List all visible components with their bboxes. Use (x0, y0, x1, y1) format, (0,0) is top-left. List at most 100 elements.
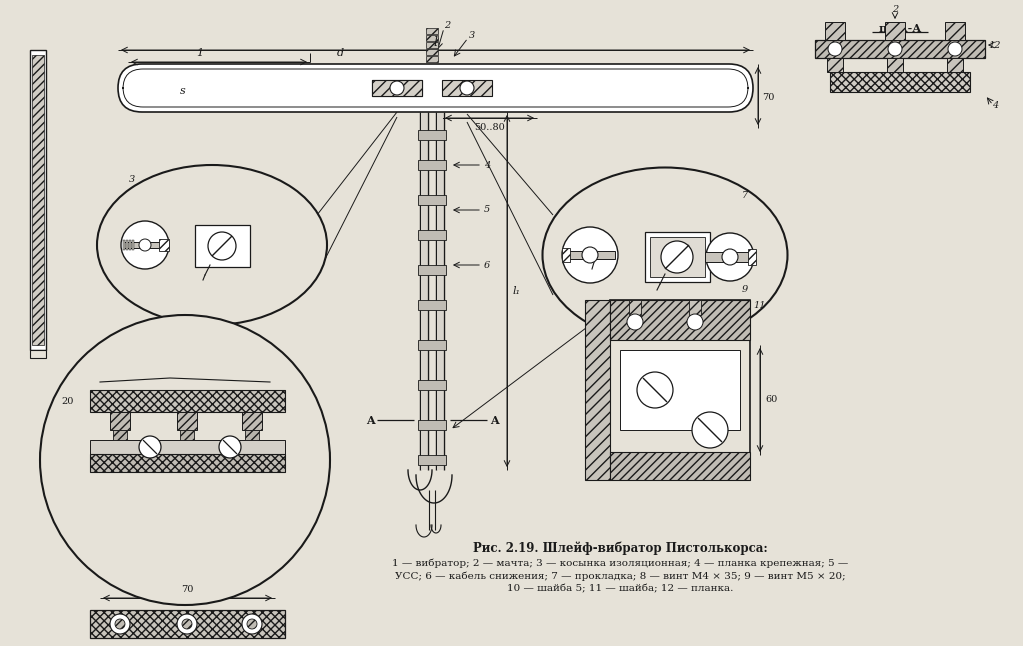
Text: 3: 3 (469, 32, 475, 41)
Bar (177, 412, 197, 430)
Bar (418, 265, 446, 275)
Bar (418, 160, 446, 170)
Bar (129, 240, 131, 250)
Text: по А-А: по А-А (879, 23, 921, 34)
Bar (30, 50, 46, 350)
Bar (90, 454, 285, 472)
Circle shape (208, 232, 236, 260)
Text: A: A (365, 415, 374, 426)
Bar (372, 80, 422, 96)
Bar (830, 72, 970, 92)
Circle shape (828, 42, 842, 56)
Circle shape (562, 227, 618, 283)
Bar (418, 380, 446, 390)
Bar (126, 240, 128, 250)
FancyBboxPatch shape (118, 64, 753, 112)
Circle shape (139, 239, 151, 251)
Text: 3: 3 (129, 176, 135, 185)
Circle shape (121, 221, 169, 269)
Bar (426, 28, 438, 34)
Text: 1: 1 (196, 48, 204, 58)
Bar (418, 340, 446, 350)
Text: 6: 6 (484, 260, 490, 269)
Bar (418, 130, 446, 140)
Text: 9: 9 (742, 286, 748, 295)
Text: 50..80: 50..80 (475, 123, 505, 132)
Text: 4: 4 (484, 160, 490, 169)
Text: 8: 8 (602, 311, 608, 320)
Circle shape (888, 42, 902, 56)
Bar (123, 242, 167, 248)
Text: 4: 4 (992, 101, 998, 110)
Text: s: s (180, 86, 186, 96)
Bar (610, 300, 750, 480)
Ellipse shape (542, 167, 788, 342)
Bar (30, 350, 46, 358)
Text: 60: 60 (766, 395, 779, 404)
Bar (610, 300, 750, 340)
Bar (562, 248, 570, 262)
Circle shape (40, 315, 330, 605)
Bar (426, 35, 438, 41)
Bar (437, 112, 443, 470)
Text: Рис. 2.19. Шлейф-вибратор Пистолькорса:: Рис. 2.19. Шлейф-вибратор Пистолькорса: (473, 541, 767, 555)
Circle shape (687, 314, 703, 330)
Bar (123, 240, 125, 250)
Text: 1 — вибратор; 2 — мачта; 3 — косынка изоляционная; 4 — планка крепежная; 5 —: 1 — вибратор; 2 — мачта; 3 — косынка изо… (392, 558, 848, 568)
Text: 20: 20 (61, 397, 75, 406)
Text: 2: 2 (892, 6, 898, 14)
Text: 12: 12 (989, 41, 1002, 50)
Bar (418, 420, 446, 430)
Bar (242, 412, 262, 430)
Text: УСС; 6 — кабель снижения; 7 — прокладка; 8 — винт М4 × 35; 9 — винт М5 × 20;: УСС; 6 — кабель снижения; 7 — прокладка;… (395, 571, 845, 581)
Text: l: l (434, 36, 438, 48)
Bar (180, 430, 194, 440)
Circle shape (182, 619, 192, 629)
Circle shape (627, 314, 643, 330)
Bar (132, 240, 134, 250)
Text: 70: 70 (762, 94, 774, 103)
Bar (159, 239, 169, 251)
Circle shape (460, 81, 474, 95)
Text: 5: 5 (484, 205, 490, 214)
Polygon shape (442, 80, 492, 96)
Polygon shape (372, 80, 422, 96)
Text: 10 — шайба 5; 11 — шайба; 12 — планка.: 10 — шайба 5; 11 — шайба; 12 — планка. (506, 585, 733, 594)
Bar (825, 22, 845, 40)
Bar (947, 58, 963, 72)
Bar (887, 58, 903, 72)
Text: 11: 11 (754, 300, 766, 309)
Circle shape (115, 619, 125, 629)
Text: 70: 70 (181, 585, 193, 594)
Ellipse shape (97, 165, 327, 325)
Circle shape (110, 614, 130, 634)
Bar (421, 112, 427, 470)
Bar (244, 430, 259, 440)
Bar (426, 42, 438, 48)
Bar (113, 430, 127, 440)
Bar (418, 455, 446, 465)
Circle shape (637, 372, 673, 408)
Bar (110, 412, 130, 430)
Bar (748, 249, 756, 265)
Bar (565, 251, 615, 259)
Bar (195, 225, 250, 267)
Text: A: A (490, 415, 498, 426)
Circle shape (242, 614, 262, 634)
Circle shape (661, 241, 693, 273)
Bar (585, 300, 610, 480)
Bar (90, 610, 285, 638)
Bar (418, 195, 446, 205)
Text: 7: 7 (742, 191, 748, 200)
Text: l₁: l₁ (513, 286, 521, 296)
Bar (827, 58, 843, 72)
Bar (90, 440, 285, 454)
Bar (650, 237, 705, 277)
Bar (705, 252, 755, 262)
Circle shape (692, 412, 728, 448)
Bar (418, 230, 446, 240)
Bar (945, 22, 965, 40)
Bar (32, 55, 44, 345)
Circle shape (390, 81, 404, 95)
Circle shape (722, 249, 738, 265)
